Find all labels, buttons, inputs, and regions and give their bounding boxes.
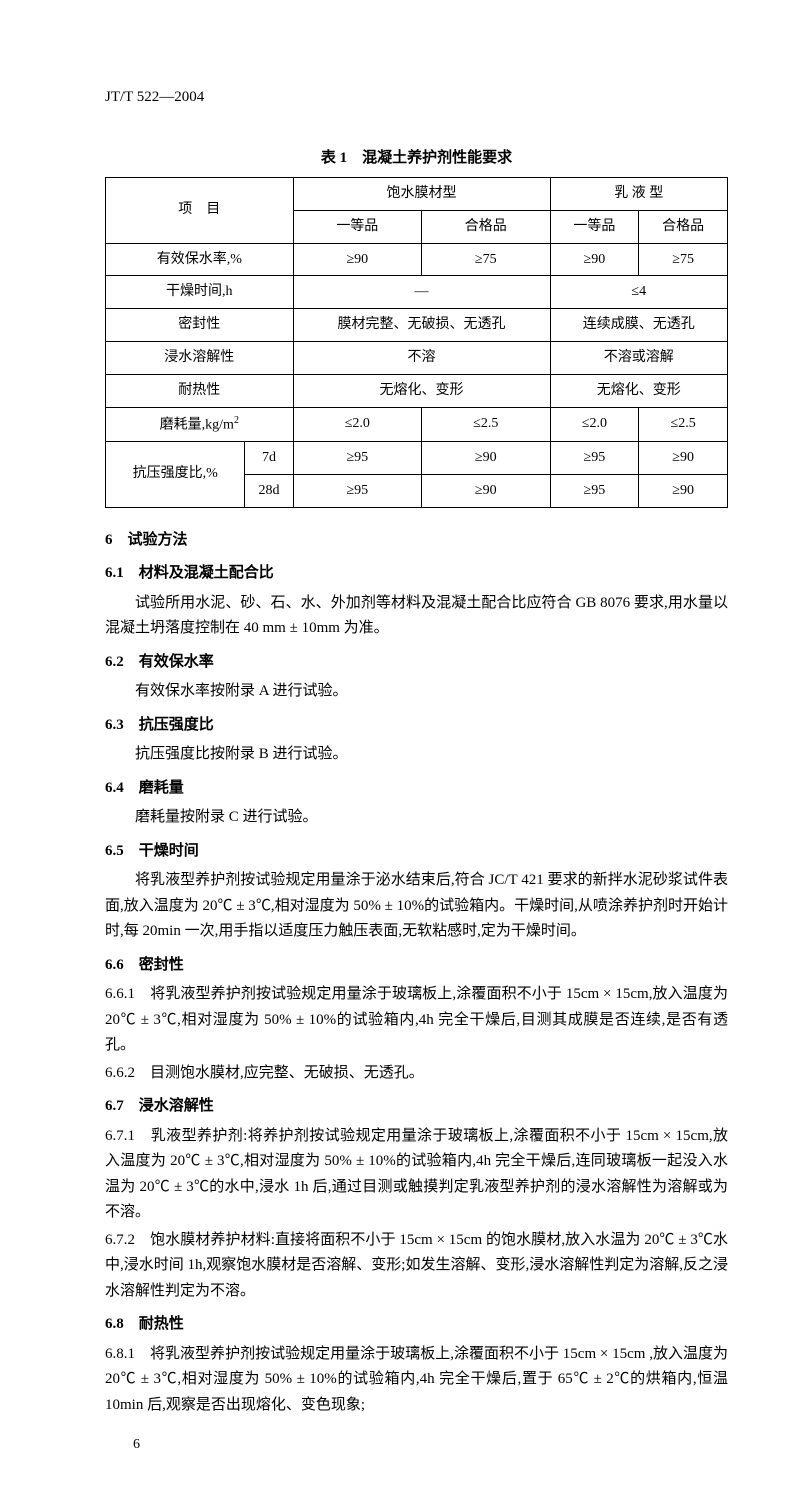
paragraph: 有效保水率按附录 A 进行试验。: [105, 679, 728, 705]
sub-label: 28d: [245, 474, 293, 507]
header-type2: 乳 液 型: [550, 178, 728, 211]
table-row: 浸水溶解性 不溶 不溶或溶解: [106, 341, 728, 374]
cell: ≥90: [639, 474, 728, 507]
cell: ≥75: [639, 243, 728, 276]
row-label: 浸水溶解性: [106, 341, 294, 374]
standard-number: JT/T 522—2004: [105, 85, 728, 111]
subheading-6-2: 6.2 有效保水率: [105, 650, 728, 676]
section-heading-6: 6 试验方法: [105, 528, 728, 554]
paragraph-6-8-1: 6.8.1 将乳液型养护剂按试验规定用量涂于玻璃板上,涂覆面积不小于 15cm …: [105, 1342, 728, 1419]
cell: ≥75: [422, 243, 550, 276]
row-label: 抗压强度比,%: [106, 442, 245, 508]
requirements-table: 项 目 饱水膜材型 乳 液 型 一等品 合格品 一等品 合格品 有效保水率,% …: [105, 177, 728, 508]
row-label: 有效保水率,%: [106, 243, 294, 276]
cell: ≥90: [639, 442, 728, 475]
paragraph-6-7-1: 6.7.1 乳液型养护剂:将养护剂按试验规定用量涂于玻璃板上,涂覆面积不小于 1…: [105, 1124, 728, 1226]
cell: 不溶: [293, 341, 550, 374]
cell: ≥90: [422, 442, 550, 475]
paragraph-6-6-2: 6.6.2 目测饱水膜材,应完整、无破损、无透孔。: [105, 1061, 728, 1087]
cell: ≤2.5: [639, 407, 728, 441]
header-grade: 一等品: [550, 210, 639, 243]
cell: 连续成膜、无透孔: [550, 309, 728, 342]
cell: ≥90: [293, 243, 421, 276]
paragraph: 磨耗量按附录 C 进行试验。: [105, 805, 728, 831]
subheading-6-6: 6.6 密封性: [105, 953, 728, 979]
table-row: 耐热性 无熔化、变形 无熔化、变形: [106, 374, 728, 407]
header-grade: 合格品: [422, 210, 550, 243]
table-row: 抗压强度比,% 7d ≥95 ≥90 ≥95 ≥90: [106, 442, 728, 475]
header-item: 项 目: [106, 178, 294, 244]
cell: ≥90: [550, 243, 639, 276]
row-label: 耐热性: [106, 374, 294, 407]
table-caption: 表 1 混凝土养护剂性能要求: [105, 146, 728, 172]
subheading-6-5: 6.5 干燥时间: [105, 839, 728, 865]
table-row: 密封性 膜材完整、无破损、无透孔 连续成膜、无透孔: [106, 309, 728, 342]
cell: —: [293, 276, 550, 309]
cell: ≥95: [550, 442, 639, 475]
cell: ≥95: [293, 442, 421, 475]
subheading-6-7: 6.7 浸水溶解性: [105, 1094, 728, 1120]
cell: ≤2.5: [422, 407, 550, 441]
cell: ≤4: [550, 276, 728, 309]
table-row: 磨耗量,kg/m2 ≤2.0 ≤2.5 ≤2.0 ≤2.5: [106, 407, 728, 441]
header-grade: 一等品: [293, 210, 421, 243]
subheading-6-3: 6.3 抗压强度比: [105, 713, 728, 739]
table-row: 有效保水率,% ≥90 ≥75 ≥90 ≥75: [106, 243, 728, 276]
cell: ≤2.0: [293, 407, 421, 441]
subheading-6-1: 6.1 材料及混凝土配合比: [105, 561, 728, 587]
cell: 无熔化、变形: [550, 374, 728, 407]
paragraph: 将乳液型养护剂按试验规定用量涂于泌水结束后,符合 JC/T 421 要求的新拌水…: [105, 868, 728, 945]
paragraph: 试验所用水泥、砂、石、水、外加剂等材料及混凝土配合比应符合 GB 8076 要求…: [105, 591, 728, 642]
cell: 无熔化、变形: [293, 374, 550, 407]
cell: ≥95: [293, 474, 421, 507]
cell: ≥90: [422, 474, 550, 507]
subheading-6-8: 6.8 耐热性: [105, 1312, 728, 1338]
header-grade: 合格品: [639, 210, 728, 243]
cell: ≤2.0: [550, 407, 639, 441]
row-label: 干燥时间,h: [106, 276, 294, 309]
header-type1: 饱水膜材型: [293, 178, 550, 211]
subheading-6-4: 6.4 磨耗量: [105, 776, 728, 802]
cell: 不溶或溶解: [550, 341, 728, 374]
row-label: 密封性: [106, 309, 294, 342]
page-number: 6: [105, 1433, 728, 1457]
paragraph-6-6-1: 6.6.1 将乳液型养护剂按试验规定用量涂于玻璃板上,涂覆面积不小于 15cm …: [105, 982, 728, 1059]
cell: ≥95: [550, 474, 639, 507]
sub-label: 7d: [245, 442, 293, 475]
paragraph: 抗压强度比按附录 B 进行试验。: [105, 742, 728, 768]
cell: 膜材完整、无破损、无透孔: [293, 309, 550, 342]
paragraph-6-7-2: 6.7.2 饱水膜材养护材料:直接将面积不小于 15cm × 15cm 的饱水膜…: [105, 1228, 728, 1305]
row-label: 磨耗量,kg/m2: [106, 407, 294, 441]
table-row: 干燥时间,h — ≤4: [106, 276, 728, 309]
